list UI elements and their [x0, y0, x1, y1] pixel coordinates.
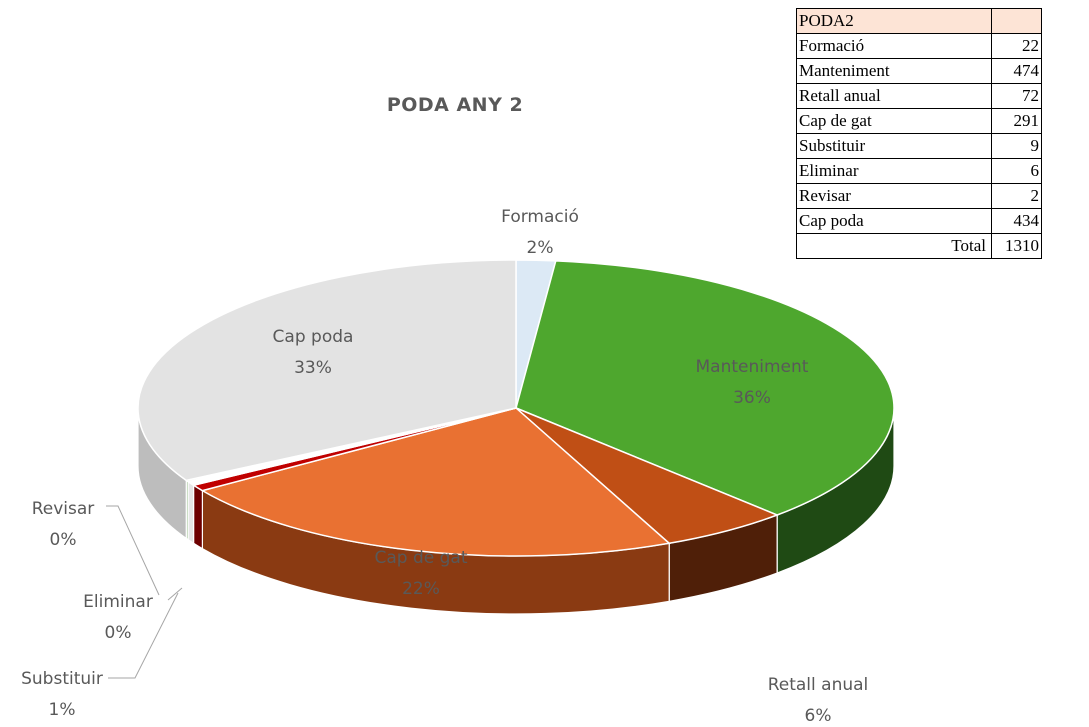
table-cell-value: 22: [991, 33, 1042, 59]
table-cell-name: Cap de gat: [796, 108, 992, 134]
slice-name-label: Manteniment: [696, 357, 809, 377]
leader-lines: [106, 505, 183, 679]
table-row: Retall anual 72: [796, 83, 1042, 109]
slice-label-eliminar: Eliminar 0%: [83, 592, 153, 643]
slice-percent-label: 1%: [49, 700, 76, 720]
table-row: Revisar 2: [796, 183, 1042, 209]
pie-side-eliminar: [187, 480, 195, 545]
table-cell-value: 2: [991, 183, 1042, 209]
slice-label-formacio: Formació 2%: [501, 207, 579, 258]
table-row: Manteniment 474: [796, 58, 1042, 84]
slice-label-retall-anual: Retall anual 6%: [768, 675, 869, 726]
table-cell-name: Formació: [796, 33, 992, 59]
pie-side-substituir: [192, 484, 203, 550]
slice-name-label: Retall anual: [768, 675, 869, 695]
slice-percent-label: 6%: [805, 706, 832, 726]
table-cell-name: Substituir: [796, 133, 992, 159]
table-cell-name: Manteniment: [796, 58, 992, 84]
table-header-row: PODA2: [796, 8, 1042, 34]
slice-name-label: Eliminar: [83, 592, 153, 612]
table-cell-name: Revisar: [796, 183, 992, 209]
pie-sides: [137, 407, 895, 615]
table-row: Formació 22: [796, 33, 1042, 59]
table-cell-name: PODA2: [796, 8, 992, 34]
slice-label-cap-de-gat: Cap de gat 22%: [374, 548, 467, 599]
slice-label-substituir: Substituir 1%: [21, 669, 103, 720]
slice-label-manteniment: Manteniment 36%: [696, 357, 809, 408]
table-row: Cap de gat 291: [796, 108, 1042, 134]
table-cell-value: [991, 8, 1042, 34]
table-cell-name: Cap poda: [796, 208, 992, 234]
pie-slice-retall-anual: [515, 407, 780, 545]
table-cell-value: 1310: [991, 233, 1042, 259]
slice-name-label: Substituir: [21, 669, 103, 689]
pie-slice-cap-poda: [137, 259, 517, 482]
table-cell-name: Eliminar: [796, 158, 992, 184]
slice-name-label: Cap poda: [273, 327, 354, 347]
slice-label-cap-poda: Cap poda 33%: [273, 327, 354, 378]
table-cell-value: 474: [991, 58, 1042, 84]
slice-percent-label: 22%: [402, 579, 440, 599]
table-cell-value: 6: [991, 158, 1042, 184]
table-cell-name: Retall anual: [796, 83, 992, 109]
slice-name-label: Revisar: [32, 499, 95, 519]
slice-name-label: Cap de gat: [374, 548, 467, 568]
slice-label-revisar: Revisar 0%: [32, 499, 95, 550]
slice-percent-label: 2%: [527, 238, 554, 258]
slice-percent-label: 36%: [733, 388, 771, 408]
pie-slice-cap-de-gat: [200, 407, 671, 557]
table-cell-value: 72: [991, 83, 1042, 109]
table-cell-value: 434: [991, 208, 1042, 234]
table-cell-value: 291: [991, 108, 1042, 134]
table-row: Eliminar 6: [796, 158, 1042, 184]
table-row: Substituir 9: [796, 133, 1042, 159]
table-row: Cap poda 434: [796, 208, 1042, 234]
leader-line-eliminar: [167, 587, 183, 601]
pie-slice-manteniment: [515, 260, 895, 516]
slice-name-label: Formació: [501, 207, 579, 227]
table-cell-value: 9: [991, 133, 1042, 159]
slice-percent-label: 0%: [105, 623, 132, 643]
table-cell-name: Total: [796, 233, 992, 259]
data-table: PODA2 Formació 22 Manteniment 474 Retall anua…: [796, 8, 1042, 259]
slice-percent-label: 0%: [50, 530, 77, 550]
slice-labels: Formació 2% Manteniment 36% Retall anual 6% Ca…: [21, 207, 868, 726]
table-total-row: Total 1310: [796, 233, 1042, 259]
leader-line-revisar: [106, 505, 160, 596]
leader-line-substituir: [108, 592, 179, 679]
pie-slices: [137, 259, 895, 557]
slice-percent-label: 33%: [294, 358, 332, 378]
chart-title: PODA ANY 2: [386, 94, 524, 116]
